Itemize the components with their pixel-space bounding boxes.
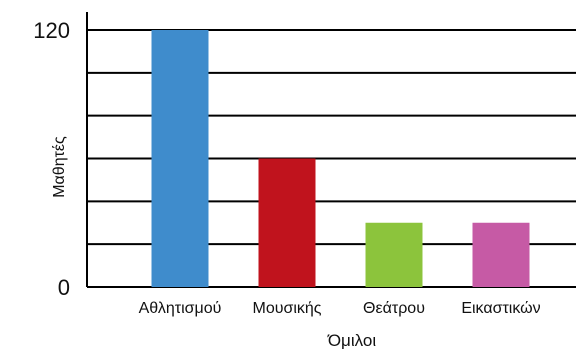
bars <box>151 30 530 287</box>
bar-1 <box>258 158 316 287</box>
x-axis-title: Όμιλοι <box>327 331 376 350</box>
x-tick-label-0: Αθλητισμού <box>139 300 222 317</box>
y-axis-title: Μαθητές <box>51 136 68 198</box>
x-tick-label-2: Θεάτρου <box>363 300 425 317</box>
x-tick-label-3: Εικαστικών <box>461 300 540 317</box>
bar-2 <box>365 222 423 287</box>
x-tick-labels: Αθλητισμού Μουσικής Θεάτρου Εικαστικών <box>139 300 541 317</box>
x-tick-label-1: Μουσικής <box>252 300 321 317</box>
y-tick-label-1: 120 <box>33 18 70 43</box>
bar-0 <box>151 30 209 287</box>
bar-3 <box>472 222 530 287</box>
y-tick-labels: 0 120 <box>33 18 70 300</box>
y-tick-label-0: 0 <box>58 275 70 300</box>
